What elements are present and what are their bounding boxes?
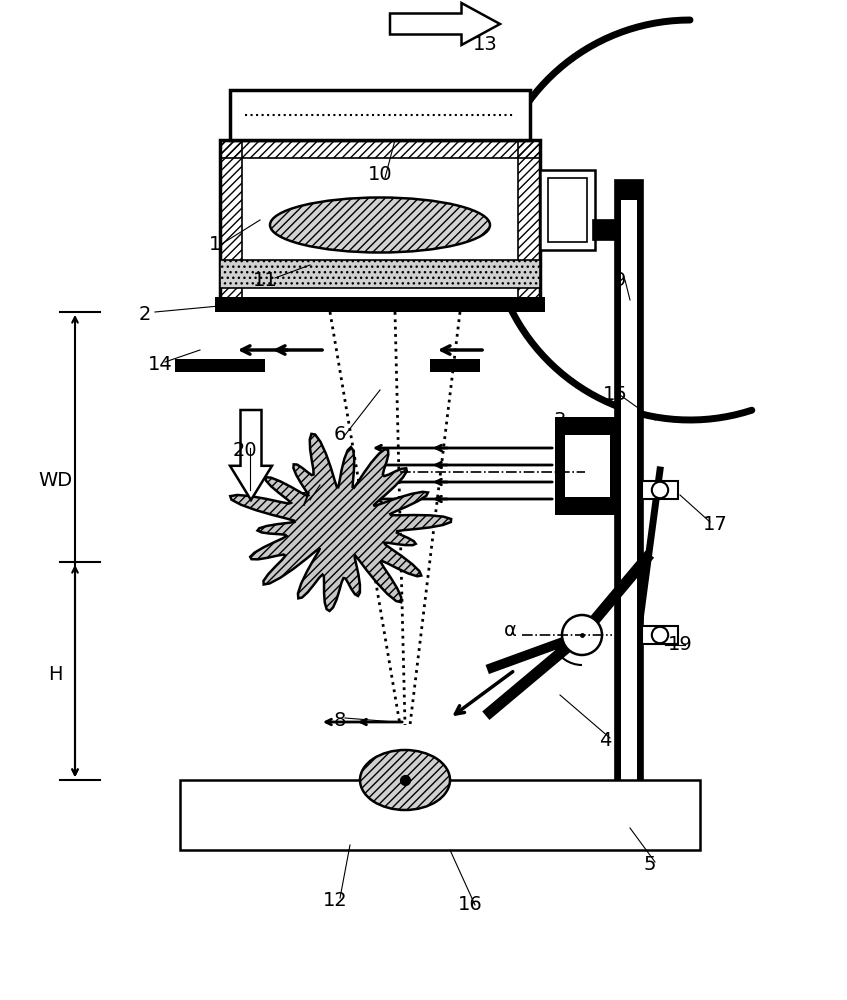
Text: 5: 5: [644, 856, 656, 874]
Circle shape: [652, 482, 668, 498]
Text: 16: 16: [457, 896, 483, 914]
Bar: [175, 359, 265, 372]
Ellipse shape: [270, 198, 490, 252]
Text: 10: 10: [368, 165, 392, 184]
Bar: [555, 497, 620, 515]
Text: 13: 13: [473, 35, 497, 54]
Text: WD: WD: [38, 471, 72, 489]
Text: 3: 3: [554, 410, 566, 430]
Text: 8: 8: [334, 710, 346, 730]
Bar: [215, 297, 545, 312]
Text: 7: 7: [299, 490, 311, 510]
Text: α: α: [504, 620, 517, 640]
Bar: [220, 140, 540, 300]
Text: 15: 15: [602, 385, 628, 404]
Text: 11: 11: [252, 270, 277, 290]
Bar: [430, 359, 480, 372]
Bar: [548, 178, 587, 242]
Text: 6: 6: [334, 426, 346, 444]
Text: H: H: [47, 666, 62, 684]
Circle shape: [652, 627, 668, 643]
Bar: [518, 140, 540, 300]
Text: 17: 17: [703, 516, 728, 534]
Bar: [610, 417, 620, 515]
Polygon shape: [230, 410, 272, 500]
Text: 14: 14: [147, 356, 173, 374]
Bar: [220, 140, 540, 158]
Bar: [642, 626, 678, 644]
Bar: [180, 780, 700, 850]
Text: 2: 2: [139, 306, 151, 324]
Text: 9: 9: [614, 270, 626, 290]
Circle shape: [562, 615, 602, 655]
Text: 19: 19: [667, 636, 692, 654]
Bar: [555, 417, 620, 435]
Text: 20: 20: [233, 440, 257, 460]
Ellipse shape: [360, 750, 450, 810]
Bar: [615, 180, 643, 830]
Text: 4: 4: [599, 730, 612, 750]
Polygon shape: [390, 3, 500, 45]
Bar: [220, 140, 242, 300]
Text: 1: 1: [209, 235, 221, 254]
Bar: [220, 260, 540, 288]
Bar: [555, 417, 565, 515]
Bar: [642, 481, 678, 499]
Bar: [593, 220, 618, 240]
Text: 12: 12: [323, 890, 347, 910]
Bar: [540, 170, 595, 250]
Polygon shape: [230, 434, 451, 611]
Bar: [621, 200, 637, 800]
Bar: [230, 90, 530, 140]
